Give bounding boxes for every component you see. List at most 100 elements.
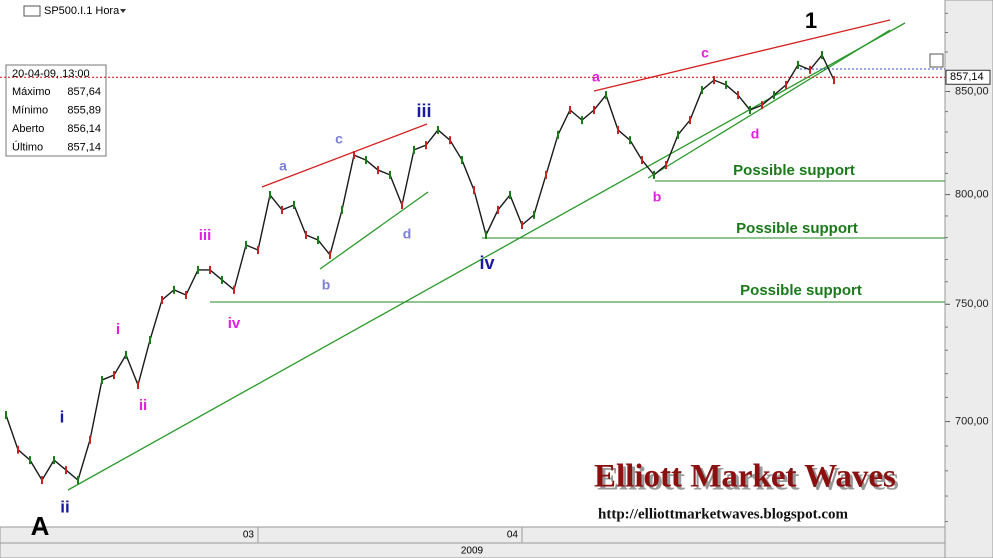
- wave-label: ii: [139, 397, 147, 414]
- price-bar: [89, 435, 91, 444]
- price-bar: [617, 125, 619, 134]
- info-label: Aberto: [12, 123, 44, 135]
- wave-label: i: [60, 407, 65, 426]
- price-bar: [593, 105, 595, 114]
- price-bar: [257, 246, 259, 255]
- price-bar: [365, 156, 367, 165]
- price-bar: [833, 76, 835, 85]
- price-bar: [461, 156, 463, 165]
- price-bar: [821, 51, 823, 60]
- wave-label: Possible support: [736, 220, 858, 237]
- cfd-icon: [23, 5, 41, 17]
- price-bar: [161, 295, 163, 304]
- price-bar: [329, 250, 331, 259]
- price-bar: [173, 285, 175, 294]
- price-bar: [305, 230, 307, 239]
- price-bar: [641, 156, 643, 165]
- price-bar: [353, 151, 355, 160]
- price-bar: [65, 466, 67, 475]
- last-price-box: [945, 69, 991, 85]
- wave-label: 1: [805, 8, 817, 33]
- price-bar: [605, 91, 607, 100]
- price-bar: [209, 265, 211, 274]
- price-bar: [545, 170, 547, 179]
- wave-label: b: [322, 277, 331, 293]
- price-bar: [809, 65, 811, 74]
- price-bar: [29, 456, 31, 465]
- tool-icon[interactable]: [929, 53, 944, 68]
- price-bar: [473, 186, 475, 195]
- price-bar: [665, 161, 667, 170]
- price-bar: [785, 80, 787, 89]
- price-bar: [713, 76, 715, 85]
- price-bar: [425, 141, 427, 150]
- price-bar: [17, 445, 19, 454]
- price-bar: [725, 80, 727, 89]
- info-value: 856,14: [67, 123, 101, 135]
- wave-label: ii: [60, 497, 69, 516]
- price-bar: [701, 86, 703, 95]
- y-tick-label: 700,00: [955, 415, 989, 427]
- price-bar: [53, 456, 55, 465]
- y-tick-label: 850,00: [955, 85, 989, 97]
- x-tick-label: 03: [243, 530, 255, 541]
- y-tick-label: 750,00: [955, 298, 989, 310]
- price-bar: [749, 105, 751, 114]
- price-bar: [497, 205, 499, 214]
- watermark-url: http://elliottmarketwaves.blogspot.com: [598, 506, 848, 522]
- price-bar: [485, 230, 487, 239]
- wave-label: a: [592, 69, 600, 85]
- price-bar: [533, 210, 535, 219]
- price-bar: [581, 116, 583, 125]
- trend-line: [593, 19, 891, 92]
- price-bar: [269, 190, 271, 199]
- last-price-label: 857,14: [950, 71, 984, 83]
- info-box: 20-04-09, 13:00 Máximo 857,64 Mínimo 855,89 A…: [5, 64, 107, 157]
- price-bar: [281, 205, 283, 214]
- price-bar: [185, 290, 187, 299]
- chart-title: SP500.I.1 Hora: [44, 5, 120, 17]
- info-label: Mínimo: [12, 104, 48, 116]
- tool-button[interactable]: [929, 53, 944, 68]
- price-bar: [797, 60, 799, 69]
- info-value: 857,14: [67, 141, 101, 153]
- price-bar: [245, 241, 247, 250]
- price-line: [5, 53, 835, 482]
- wave-label: Possible support: [740, 282, 862, 299]
- info-value: 855,89: [67, 104, 101, 116]
- dropdown-arrow[interactable]: [120, 9, 126, 13]
- info-box-frame: [5, 64, 107, 157]
- price-bar: [113, 371, 115, 380]
- wave-label: d: [751, 126, 760, 142]
- price-bar: [5, 411, 7, 420]
- price-bar: [413, 145, 415, 154]
- wave-label: a: [279, 158, 287, 174]
- trend-lines: [67, 19, 945, 491]
- wave-label: c: [701, 45, 709, 61]
- watermark: Elliott Market Waves Elliott Market Wave…: [594, 459, 899, 523]
- x-tick-label: 04: [507, 530, 519, 541]
- price-bar: [221, 275, 223, 284]
- price-bar: [233, 285, 235, 294]
- price-bar: [197, 265, 199, 274]
- price-bar: [437, 125, 439, 134]
- wave-label: Possible support: [733, 162, 855, 179]
- price-bar: [557, 130, 559, 139]
- y-axis-panel: [944, 0, 993, 558]
- y-tick-label: 800,00: [955, 188, 989, 200]
- price-bar: [677, 130, 679, 139]
- price-bar: [125, 350, 127, 359]
- x-group-label: 2009: [461, 546, 484, 557]
- price-bar: [149, 336, 151, 345]
- price-bar: [317, 235, 319, 244]
- info-label: Máximo: [12, 86, 51, 98]
- price-bar: [629, 136, 631, 145]
- price-bar: [377, 166, 379, 175]
- price-bar: [77, 476, 79, 485]
- wave-label: iv: [228, 315, 241, 332]
- price-bar: [341, 205, 343, 214]
- watermark-shadow: Elliott Market Waves: [597, 462, 899, 498]
- price-bar: [773, 91, 775, 100]
- price-bar: [137, 381, 139, 390]
